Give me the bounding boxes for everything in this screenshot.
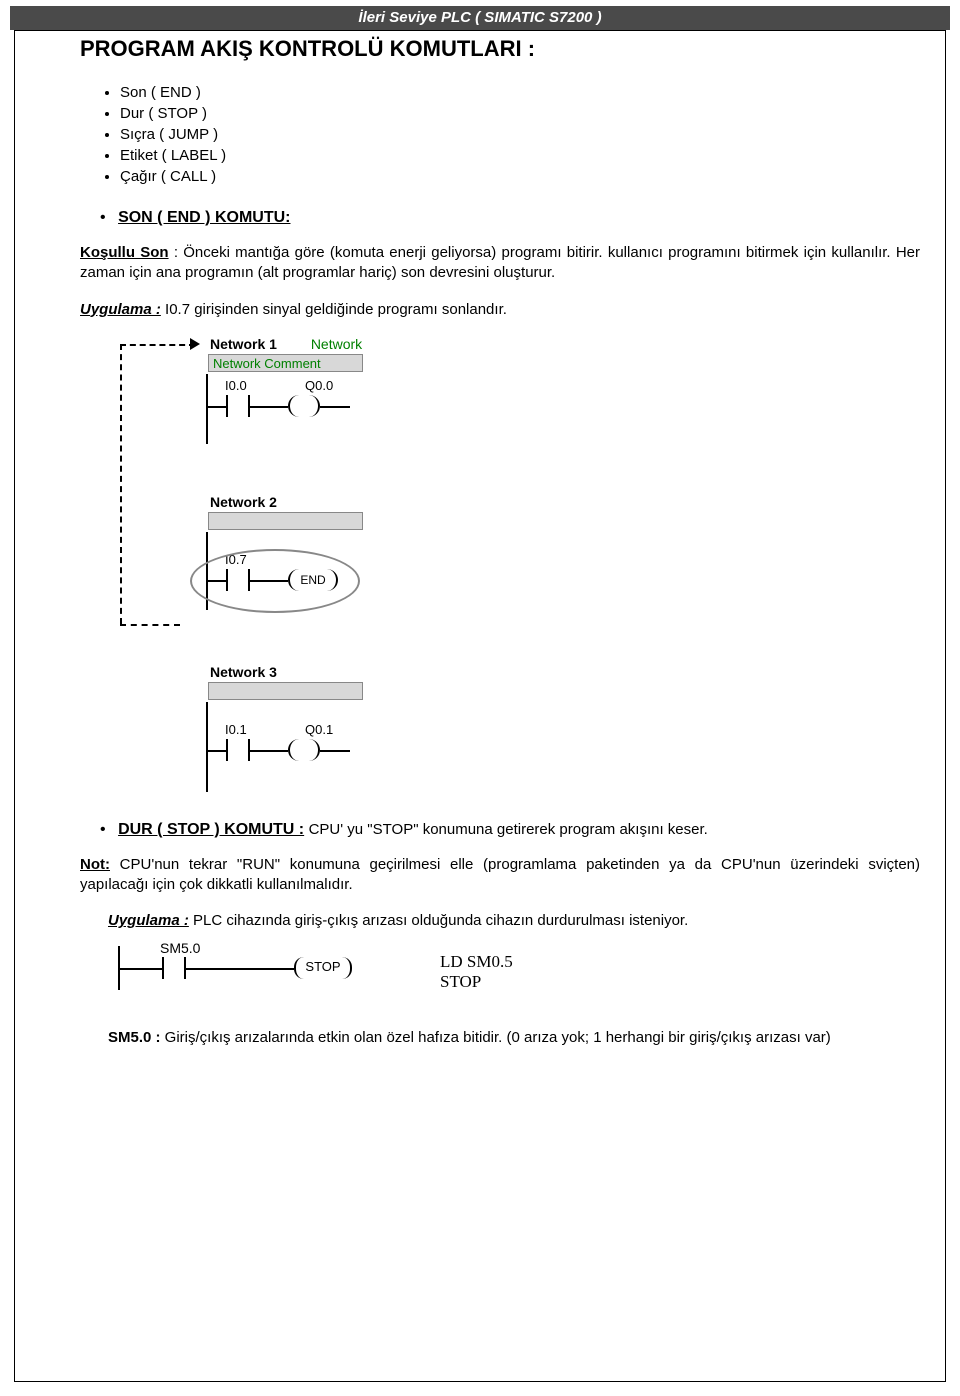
content: PROGRAM AKIŞ KONTROLÜ KOMUTLARI : Son ( … — [80, 36, 920, 1048]
not-text: CPU'nun tekrar "RUN" konumuna geçirilmes… — [80, 856, 920, 893]
dashed-line — [120, 344, 195, 346]
network-1-green: Network — [311, 336, 362, 352]
contact-left — [162, 957, 164, 979]
kosullu-son-label: Koşullu Son — [80, 244, 169, 261]
list-item: Etiket ( LABEL ) — [120, 147, 920, 164]
sm50-text: Giriş/çıkış arızalarında etkin olan özel… — [161, 1029, 831, 1046]
ladder-diagram-1: Network 1 Network Network Comment I0.0 Q… — [120, 334, 400, 809]
network-bar — [208, 512, 363, 530]
son-head-label: SON ( END ) KOMUTU: — [118, 209, 290, 226]
ladder-diagram-2: SM5.0 STOP LD SM0.5 STOP — [100, 942, 920, 992]
bullet-icon: • — [100, 209, 106, 226]
list-item: Son ( END ) — [120, 84, 920, 101]
dashed-line — [120, 344, 122, 624]
not-label: Not: — [80, 856, 110, 873]
stop-coil: STOP — [294, 957, 352, 979]
header-bar: İleri Seviye PLC ( SIMATIC S7200 ) — [10, 6, 950, 30]
instruction-list: Son ( END ) Dur ( STOP ) Sıçra ( JUMP ) … — [120, 84, 920, 185]
coil — [288, 395, 320, 417]
dur-not-para: Not: CPU'nun tekrar "RUN" konumuna geçir… — [80, 855, 920, 896]
son-para2: Uygulama : I0.7 girişinden sinyal geldiğ… — [80, 300, 920, 320]
arrowhead-icon — [190, 338, 200, 350]
dashed-line — [120, 624, 180, 626]
network-3-title: Network 3 — [210, 664, 277, 680]
network-bar — [208, 682, 363, 700]
code-line-1: LD SM0.5 — [440, 952, 513, 972]
wire — [248, 750, 288, 752]
rail — [206, 702, 208, 792]
network-comment-box: Network Comment — [208, 354, 363, 372]
rail — [206, 374, 208, 444]
io-label-q00: Q0.0 — [305, 378, 333, 393]
io-label-q01: Q0.1 — [305, 722, 333, 737]
coil — [288, 739, 320, 761]
son-para1: Koşullu Son : Önceki mantığa göre (komut… — [80, 243, 920, 284]
wire — [206, 406, 226, 408]
dur-head-rest: CPU' yu "STOP" konumuna getirerek progra… — [309, 821, 708, 838]
io-label-i01: I0.1 — [225, 722, 247, 737]
uygulama-text-2: PLC cihazında giriş-çıkış arızası olduğu… — [189, 912, 688, 929]
contact-left — [226, 739, 228, 761]
network-2-title: Network 2 — [210, 494, 277, 510]
wire — [206, 750, 226, 752]
uygulama-label-2: Uygulama : — [108, 912, 189, 929]
network-1-label: Network 1 — [210, 336, 277, 352]
page-title: PROGRAM AKIŞ KONTROLÜ KOMUTLARI : — [80, 36, 920, 62]
footer-para: SM5.0 : Giriş/çıkış arızalarında etkin o… — [80, 1028, 920, 1048]
wire — [118, 968, 162, 970]
wire — [320, 750, 350, 752]
io-label-i00: I0.0 — [225, 378, 247, 393]
io-label-sm50: SM5.0 — [160, 940, 200, 956]
uygulama-label: Uygulama : — [80, 301, 161, 318]
wire — [248, 406, 288, 408]
son-para1-text: : Önceki mantığa göre (komuta enerji gel… — [80, 244, 920, 281]
son-section-head: • SON ( END ) KOMUTU: — [100, 209, 920, 227]
wire — [320, 406, 350, 408]
list-item: Çağır ( CALL ) — [120, 168, 920, 185]
list-item: Dur ( STOP ) — [120, 105, 920, 122]
contact-left — [226, 395, 228, 417]
highlight-ellipse — [190, 549, 360, 613]
network-1-title: Network 1 Network — [210, 336, 362, 352]
sm50-label: SM5.0 : — [108, 1029, 161, 1046]
wire — [184, 968, 294, 970]
dur-uygulama-para: Uygulama : PLC cihazında giriş-çıkış arı… — [108, 911, 920, 931]
dur-head-label: DUR ( STOP ) KOMUTU : — [118, 821, 304, 838]
son-para2-text: I0.7 girişinden sinyal geldiğinde progra… — [161, 301, 507, 318]
list-item: Sıçra ( JUMP ) — [120, 126, 920, 143]
bullet-icon: • — [100, 821, 106, 838]
dur-section-head: • DUR ( STOP ) KOMUTU : CPU' yu "STOP" k… — [100, 821, 920, 839]
code-line-2: STOP — [440, 972, 481, 992]
